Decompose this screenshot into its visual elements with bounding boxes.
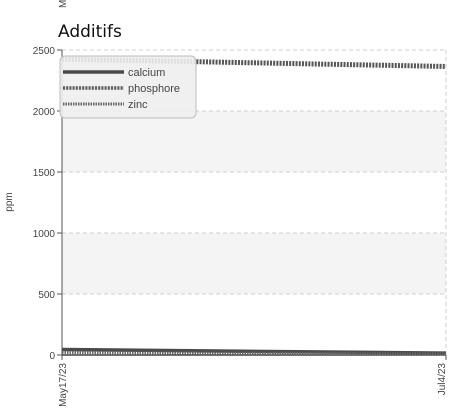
y-tick-label: 500 — [38, 290, 55, 301]
y-tick-label: 2500 — [33, 46, 56, 57]
chart-title: Additifs — [58, 22, 122, 42]
y-tick-label: 1500 — [33, 168, 56, 179]
legend-label-calcium: calcium — [128, 67, 165, 79]
legend: calcium phosphore zinc — [59, 55, 197, 119]
series-line-calcium — [61, 347, 447, 355]
legend-label-zinc: zinc — [128, 99, 148, 111]
y-tick-label: 0 — [49, 351, 55, 362]
series-line-zinc — [61, 351, 447, 356]
grid-band — [62, 233, 446, 294]
y-axis-title: ppm — [4, 192, 15, 211]
y-tick-label: 1000 — [33, 229, 56, 240]
legend-label-phosphore: phosphore — [128, 83, 180, 95]
y-tick-label: 2000 — [33, 107, 56, 118]
x-tick-label: Jul4/23 — [437, 363, 448, 396]
x-tick-label: May17/23 — [58, 363, 69, 407]
clipped-label: M — [58, 0, 69, 8]
grid-band — [62, 111, 446, 172]
